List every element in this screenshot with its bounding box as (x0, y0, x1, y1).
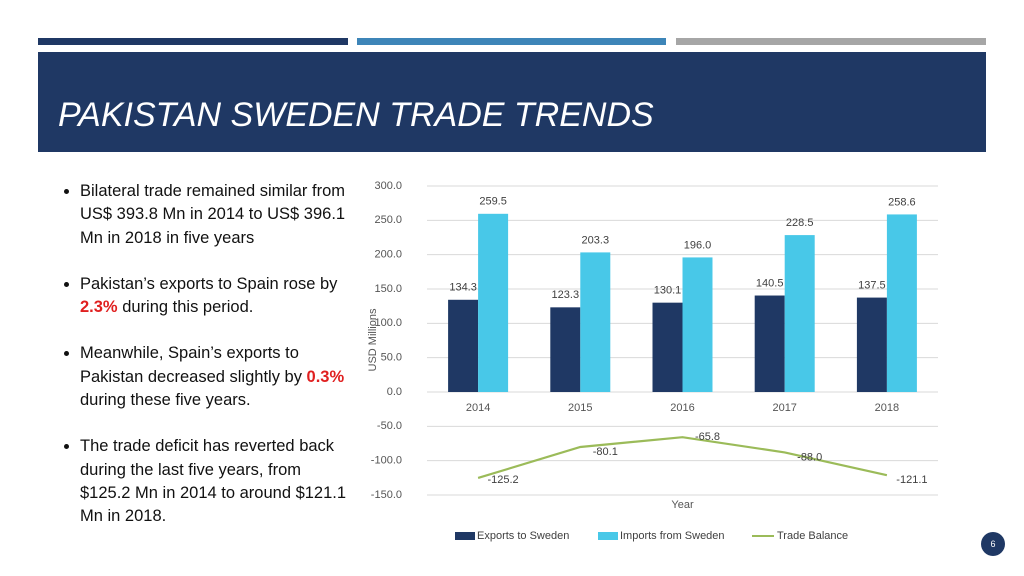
y-tick-label: 250.0 (374, 214, 402, 226)
accent-bar (38, 38, 348, 45)
data-label: 140.5 (756, 277, 784, 289)
legend-swatch (455, 532, 475, 540)
bar (652, 302, 683, 392)
data-label: 258.6 (888, 196, 916, 208)
y-tick-label: 150.0 (374, 283, 402, 295)
bar (580, 252, 611, 392)
slide-title: PAKISTAN SWEDEN TRADE TRENDS (58, 96, 654, 134)
bullet: Bilateral trade remained similar from US… (80, 180, 355, 250)
bar (478, 213, 509, 392)
bar (856, 297, 887, 392)
page-number: 6 (981, 532, 1005, 556)
accent-bar (676, 38, 986, 45)
bullet-text: during these five years. (80, 391, 251, 410)
bullet-text: 0.3% (306, 367, 345, 386)
bar (448, 299, 479, 392)
data-label: -121.1 (896, 474, 927, 486)
y-axis-title: USD Millions (367, 308, 379, 371)
data-label: -65.8 (695, 431, 720, 443)
data-label: 137.5 (858, 279, 886, 291)
bullet-text: Pakistan’s exports to Spain rose by (80, 274, 338, 293)
data-label: -80.1 (593, 446, 618, 458)
legend-swatch (598, 532, 618, 540)
bar (754, 295, 785, 392)
data-label: 130.1 (654, 285, 682, 297)
bullet: The trade deficit has reverted back duri… (80, 435, 355, 528)
title-banner: PAKISTAN SWEDEN TRADE TRENDS (38, 52, 986, 152)
data-label: 196.0 (684, 239, 712, 251)
legend-label: Exports to Sweden (477, 530, 569, 542)
bullet-text: Meanwhile, Spain’s exports to Pakistan d… (80, 344, 307, 386)
x-tick-label: 2016 (670, 402, 694, 414)
line (477, 436, 888, 480)
y-tick-label: 100.0 (374, 317, 402, 329)
data-label: 203.3 (582, 234, 610, 246)
y-tick-label: 50.0 (381, 352, 402, 364)
legend-label: Trade Balance (777, 530, 848, 542)
x-tick-label: 2014 (466, 402, 490, 414)
legend-label: Imports from Sweden (620, 530, 725, 542)
x-tick-label: 2018 (875, 402, 899, 414)
y-tick-label: 300.0 (374, 180, 402, 192)
data-label: -125.2 (487, 474, 518, 486)
bullet-list: Bilateral trade remained similar from US… (55, 180, 355, 552)
y-tick-label: -150.0 (371, 489, 402, 501)
bar (550, 307, 581, 392)
data-label: -88.0 (797, 451, 822, 463)
data-label: 123.3 (552, 289, 580, 301)
data-label: 228.5 (786, 217, 814, 229)
x-axis-title: Year (671, 499, 694, 511)
bullet-text: during this period. (117, 298, 254, 317)
y-tick-label: -50.0 (377, 420, 402, 432)
bar (886, 214, 917, 392)
bullet: Meanwhile, Spain’s exports to Pakistan d… (80, 342, 355, 412)
y-tick-label: -100.0 (371, 455, 402, 467)
x-tick-label: 2015 (568, 402, 592, 414)
y-tick-label: 200.0 (374, 249, 402, 261)
x-tick-label: 2017 (772, 402, 796, 414)
accent-bar (357, 38, 666, 45)
bullet-text: Bilateral trade remained similar from US… (80, 182, 346, 247)
data-label: 134.3 (449, 282, 477, 294)
bar (682, 257, 713, 392)
bullet-text: The trade deficit has reverted back duri… (80, 437, 347, 526)
bullet-text: 2.3% (80, 298, 118, 317)
bar (784, 235, 815, 392)
data-label: 259.5 (479, 196, 507, 208)
bullet: Pakistan’s exports to Spain rose by 2.3%… (80, 273, 355, 320)
y-tick-label: 0.0 (387, 386, 402, 398)
